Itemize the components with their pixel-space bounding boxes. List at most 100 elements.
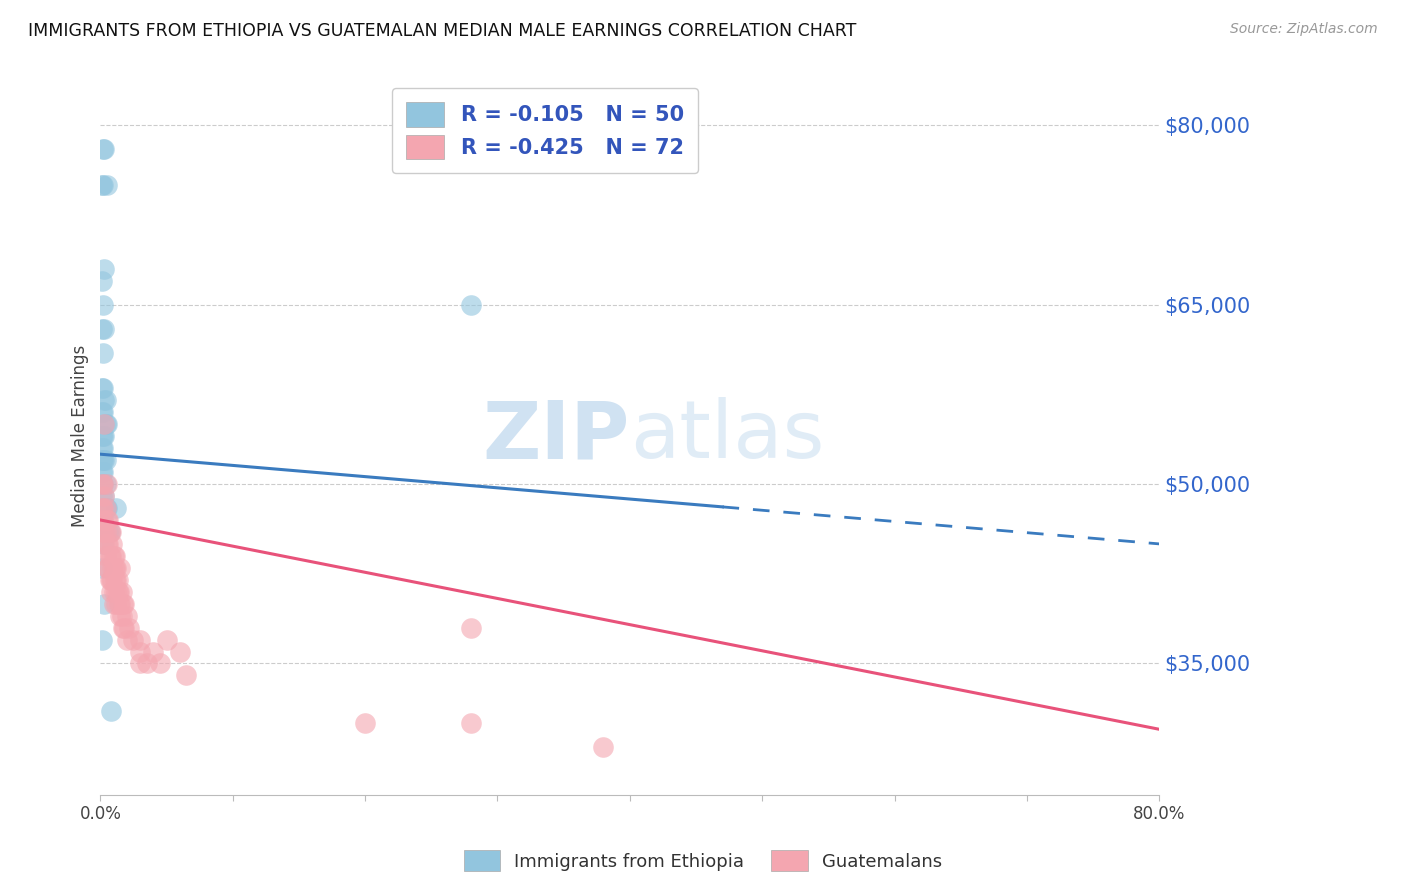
Point	[93, 537, 115, 551]
Point	[94, 393, 117, 408]
Point	[93, 417, 115, 432]
Point	[115, 632, 138, 647]
Point	[460, 621, 482, 635]
Point	[460, 298, 482, 312]
Point	[103, 561, 125, 575]
Point	[91, 477, 114, 491]
Point	[108, 561, 131, 575]
Legend: R = -0.105   N = 50, R = -0.425   N = 72: R = -0.105 N = 50, R = -0.425 N = 72	[392, 87, 699, 173]
Point	[169, 644, 191, 658]
Point	[94, 417, 117, 432]
Point	[93, 489, 115, 503]
Point	[98, 524, 121, 539]
Point	[104, 561, 127, 575]
Point	[129, 632, 152, 647]
Point	[100, 584, 122, 599]
Point	[98, 573, 121, 587]
Point	[105, 501, 128, 516]
Point	[91, 501, 114, 516]
Point	[108, 608, 131, 623]
Point	[103, 584, 125, 599]
Point	[91, 178, 114, 192]
Point	[96, 561, 118, 575]
Point	[110, 584, 132, 599]
Point	[96, 477, 118, 491]
Point	[90, 321, 112, 335]
Point	[93, 453, 115, 467]
Point	[111, 621, 134, 635]
Point	[91, 441, 114, 455]
Point	[97, 513, 120, 527]
Point	[96, 417, 118, 432]
Point	[129, 657, 152, 671]
Point	[115, 608, 138, 623]
Point	[91, 405, 114, 419]
Point	[100, 549, 122, 563]
Point	[100, 524, 122, 539]
Point	[98, 524, 121, 539]
Point	[122, 632, 145, 647]
Text: Source: ZipAtlas.com: Source: ZipAtlas.com	[1230, 22, 1378, 37]
Point	[97, 524, 120, 539]
Point	[108, 597, 131, 611]
Point	[135, 657, 157, 671]
Text: IMMIGRANTS FROM ETHIOPIA VS GUATEMALAN MEDIAN MALE EARNINGS CORRELATION CHART: IMMIGRANTS FROM ETHIOPIA VS GUATEMALAN M…	[28, 22, 856, 40]
Point	[100, 573, 122, 587]
Point	[91, 477, 114, 491]
Point	[101, 573, 124, 587]
Point	[91, 345, 114, 359]
Point	[93, 321, 115, 335]
Point	[93, 524, 115, 539]
Point	[97, 537, 120, 551]
Point	[105, 573, 128, 587]
Point	[90, 453, 112, 467]
Point	[91, 142, 114, 156]
Point	[90, 381, 112, 395]
Point	[93, 261, 115, 276]
Point	[107, 584, 129, 599]
Point	[91, 429, 114, 443]
Legend: Immigrants from Ethiopia, Guatemalans: Immigrants from Ethiopia, Guatemalans	[457, 843, 949, 879]
Point	[90, 274, 112, 288]
Point	[96, 501, 118, 516]
Point	[105, 561, 128, 575]
Point	[93, 597, 115, 611]
Point	[90, 524, 112, 539]
Point	[90, 513, 112, 527]
Point	[105, 597, 128, 611]
Point	[93, 393, 115, 408]
Point	[104, 549, 127, 563]
Point	[97, 561, 120, 575]
Point	[90, 501, 112, 516]
Point	[94, 477, 117, 491]
Point	[101, 537, 124, 551]
Point	[90, 429, 112, 443]
Point	[101, 561, 124, 575]
Point	[93, 489, 115, 503]
Point	[91, 465, 114, 479]
Point	[91, 453, 114, 467]
Point	[103, 597, 125, 611]
Point	[112, 621, 135, 635]
Point	[110, 608, 132, 623]
Point	[112, 597, 135, 611]
Point	[93, 429, 115, 443]
Point	[91, 513, 114, 527]
Text: ZIP: ZIP	[482, 397, 630, 475]
Point	[91, 381, 114, 395]
Point	[103, 549, 125, 563]
Point	[90, 441, 112, 455]
Point	[118, 621, 141, 635]
Point	[104, 573, 127, 587]
Point	[129, 644, 152, 658]
Y-axis label: Median Male Earnings: Median Male Earnings	[72, 345, 89, 527]
Point	[94, 453, 117, 467]
Point	[90, 501, 112, 516]
Point	[96, 513, 118, 527]
Point	[107, 573, 129, 587]
Point	[91, 513, 114, 527]
Point	[90, 477, 112, 491]
Point	[93, 417, 115, 432]
Point	[108, 584, 131, 599]
Text: atlas: atlas	[630, 397, 824, 475]
